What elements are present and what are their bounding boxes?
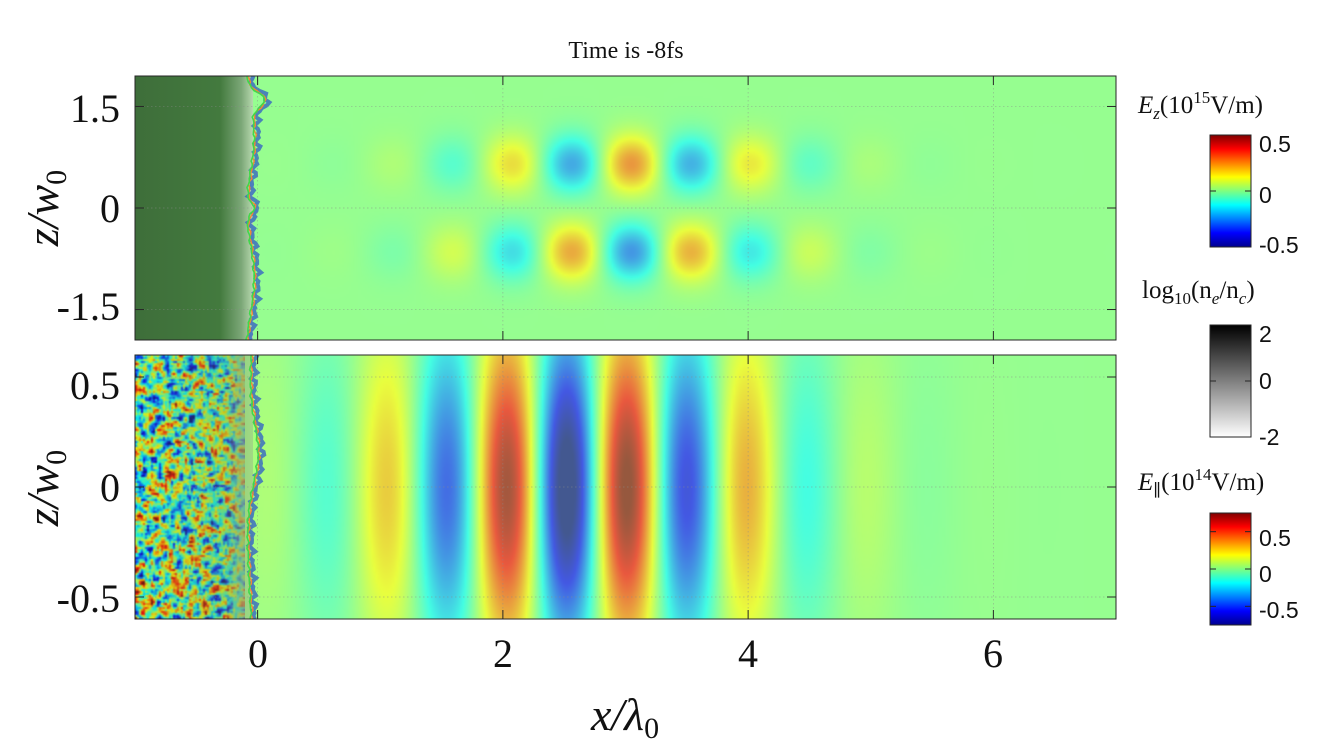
colorbar-ez-label: Ez(1015V/m) — [1137, 88, 1263, 123]
colorbar-ez-tick-0: 0 — [1259, 182, 1272, 208]
lower-y-ticks — [135, 376, 1116, 598]
colorbar-epar: E∥(1014V/m) 0.5 0 -0.5 — [1137, 465, 1299, 626]
upper-ytick-label-0: 0 — [100, 186, 120, 231]
xtick-label-4: 4 — [738, 631, 758, 676]
colorbar-ez: Ez(1015V/m) 0.5 0 -0.5 — [1137, 88, 1299, 258]
upper-grid — [135, 76, 1116, 340]
upper-panel: 1.5 0 -1.5 z/w0 — [17, 75, 1117, 341]
surface-curve-green — [246, 355, 260, 619]
lower-x-ticks — [257, 355, 994, 619]
colorbar-density-tick-0: 0 — [1259, 368, 1272, 394]
upper-ytick-label-neg1.5: -1.5 — [57, 284, 120, 329]
xtick-label-0: 0 — [248, 631, 268, 676]
lower-ytick-label-0.5: 0.5 — [70, 363, 120, 408]
colorbar-density-gradient — [1209, 324, 1252, 438]
colorbar-density-ticks — [1210, 324, 1251, 438]
colorbar-epar-label: E∥(1014V/m) — [1137, 465, 1264, 500]
colorbar-epar-tick-0: 0 — [1259, 561, 1272, 587]
lower-ytick-label-0: 0 — [100, 465, 120, 510]
colorbar-density-tick-neg2: -2 — [1259, 424, 1279, 450]
upper-y-axis-label: z/w0 — [17, 170, 73, 247]
colorbar-epar-gradient — [1209, 512, 1252, 626]
lower-y-axis-label: z/w0 — [17, 450, 73, 527]
lower-field-heatmap — [135, 355, 1116, 619]
upper-field-heatmap — [135, 76, 1116, 340]
lower-target-overlay — [135, 355, 253, 619]
xtick-label-6: 6 — [983, 631, 1003, 676]
lower-grid — [135, 355, 1116, 619]
colorbar-ez-ticks — [1210, 134, 1251, 248]
upper-y-ticks — [135, 105, 1116, 311]
colorbar-ez-tick-neg0.5: -0.5 — [1259, 232, 1299, 258]
colorbar-density: log10(ne/nc) 2 0 -2 — [1142, 277, 1279, 450]
colorbar-ez-tick-0.5: 0.5 — [1259, 131, 1291, 157]
colorbar-epar-tick-0.5: 0.5 — [1259, 525, 1291, 551]
x-axis-label: x/λ0 — [590, 689, 659, 745]
colorbar-epar-tick-neg0.5: -0.5 — [1259, 597, 1299, 623]
xtick-label-2: 2 — [493, 631, 513, 676]
figure-title: Time is -8fs — [568, 38, 683, 64]
upper-ytick-label-1.5: 1.5 — [70, 86, 120, 131]
surface-curve-blue — [244, 76, 273, 340]
colorbar-density-label: log10(ne/nc) — [1142, 277, 1255, 308]
colorbar-density-tick-2: 2 — [1259, 321, 1272, 347]
upper-x-ticks — [257, 76, 994, 340]
surface-curve-green — [245, 76, 266, 340]
lower-ytick-label-neg0.5: -0.5 — [57, 576, 120, 621]
colorbar-ez-gradient — [1209, 134, 1252, 248]
colorbar-epar-ticks — [1210, 531, 1251, 607]
upper-target-region — [135, 76, 253, 340]
lower-panel: 0.5 0 -0.5 z/w0 0 2 4 6 x/λ0 — [17, 354, 1117, 745]
